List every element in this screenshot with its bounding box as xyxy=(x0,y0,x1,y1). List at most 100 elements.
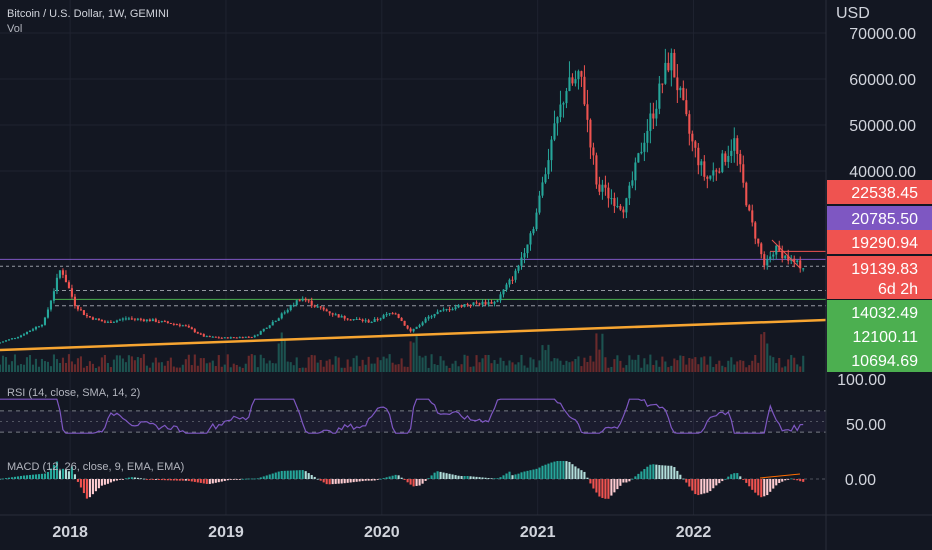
candle-body[interactable] xyxy=(178,324,181,326)
candle-body[interactable] xyxy=(520,257,523,266)
candle-body[interactable] xyxy=(550,139,553,161)
candle-body[interactable] xyxy=(286,310,289,313)
candle-body[interactable] xyxy=(502,289,505,295)
candle-body[interactable] xyxy=(757,238,760,244)
candle-body[interactable] xyxy=(583,76,586,105)
candle-body[interactable] xyxy=(679,87,682,91)
candle-body[interactable] xyxy=(400,317,403,321)
candle-body[interactable] xyxy=(652,113,655,119)
candle-body[interactable] xyxy=(700,161,703,166)
candle-body[interactable] xyxy=(634,162,637,181)
candle-body[interactable] xyxy=(226,337,229,339)
candle-body[interactable] xyxy=(568,77,571,92)
candle-body[interactable] xyxy=(151,319,154,322)
candle-body[interactable] xyxy=(295,300,298,305)
candle-body[interactable] xyxy=(289,305,292,311)
candle-body[interactable] xyxy=(373,319,376,323)
candle-body[interactable] xyxy=(556,117,559,124)
candle-body[interactable] xyxy=(94,318,97,320)
candle-body[interactable] xyxy=(19,335,23,338)
candle-body[interactable] xyxy=(685,100,688,115)
candle-body[interactable] xyxy=(7,339,11,341)
candle-body[interactable] xyxy=(565,91,568,104)
candle-body[interactable] xyxy=(631,180,634,186)
candle-body[interactable] xyxy=(472,302,475,306)
candle-body[interactable] xyxy=(553,123,556,140)
candle-body[interactable] xyxy=(58,270,61,278)
candle-body[interactable] xyxy=(274,320,277,322)
candle-body[interactable] xyxy=(736,138,739,154)
candle-body[interactable] xyxy=(79,309,82,311)
candle-body[interactable] xyxy=(271,321,274,326)
candle-body[interactable] xyxy=(442,309,445,311)
candle-body[interactable] xyxy=(193,329,196,333)
candle-body[interactable] xyxy=(544,174,547,183)
candle-body[interactable] xyxy=(745,182,748,206)
candle-body[interactable] xyxy=(775,245,778,255)
candle-body[interactable] xyxy=(727,155,730,162)
candle-body[interactable] xyxy=(388,313,391,315)
candle-body[interactable] xyxy=(325,309,328,312)
candle-body[interactable] xyxy=(640,151,643,154)
candle-body[interactable] xyxy=(259,331,262,335)
candle-body[interactable] xyxy=(61,270,64,275)
candle-body[interactable] xyxy=(781,250,784,259)
candle-body[interactable] xyxy=(667,62,670,71)
candle-body[interactable] xyxy=(64,274,67,283)
candle-body[interactable] xyxy=(220,337,223,339)
candle-body[interactable] xyxy=(52,291,55,301)
candle-body[interactable] xyxy=(466,304,469,306)
candle-body[interactable] xyxy=(526,244,529,254)
candle-body[interactable] xyxy=(208,336,211,338)
candle-body[interactable] xyxy=(385,314,388,316)
candle-body[interactable] xyxy=(721,153,724,172)
candle-body[interactable] xyxy=(409,328,412,332)
candle-body[interactable] xyxy=(235,337,238,339)
candle-body[interactable] xyxy=(433,314,436,317)
candle-body[interactable] xyxy=(142,319,145,321)
candle-body[interactable] xyxy=(301,298,304,301)
candle-body[interactable] xyxy=(493,301,496,304)
candle-body[interactable] xyxy=(307,300,310,302)
candle-body[interactable] xyxy=(148,319,151,322)
candle-body[interactable] xyxy=(547,160,550,175)
candle-body[interactable] xyxy=(88,316,91,318)
candle-body[interactable] xyxy=(310,300,313,306)
candle-body[interactable] xyxy=(73,296,76,306)
candle-body[interactable] xyxy=(154,319,157,322)
candle-body[interactable] xyxy=(586,104,589,120)
candle-body[interactable] xyxy=(103,321,106,323)
candle-body[interactable] xyxy=(139,318,142,320)
candle-body[interactable] xyxy=(529,233,532,245)
candle-body[interactable] xyxy=(277,318,280,321)
candle-body[interactable] xyxy=(232,337,235,339)
candle-body[interactable] xyxy=(802,268,805,270)
candle-body[interactable] xyxy=(406,325,409,329)
candle-body[interactable] xyxy=(229,337,232,339)
candle-body[interactable] xyxy=(343,315,346,319)
candle-body[interactable] xyxy=(784,255,787,259)
candle-body[interactable] xyxy=(469,304,472,306)
candle-body[interactable] xyxy=(610,198,613,200)
candle-body[interactable] xyxy=(670,52,673,71)
candle-body[interactable] xyxy=(97,318,100,321)
candle-body[interactable] xyxy=(160,321,163,323)
candle-body[interactable] xyxy=(253,335,256,338)
candle-body[interactable] xyxy=(283,312,286,314)
candle-body[interactable] xyxy=(346,318,349,320)
candle-body[interactable] xyxy=(391,313,394,315)
candle-body[interactable] xyxy=(619,205,622,210)
candle-body[interactable] xyxy=(37,326,41,328)
candle-body[interactable] xyxy=(424,318,427,323)
candle-body[interactable] xyxy=(628,185,631,199)
candle-body[interactable] xyxy=(412,328,415,332)
candle-body[interactable] xyxy=(322,307,325,310)
candle-body[interactable] xyxy=(13,337,17,339)
candle-body[interactable] xyxy=(238,337,241,339)
candle-body[interactable] xyxy=(265,327,268,329)
candle-body[interactable] xyxy=(205,336,208,338)
candle-body[interactable] xyxy=(349,319,352,321)
candle-body[interactable] xyxy=(112,321,115,323)
candle-body[interactable] xyxy=(28,330,32,332)
candle-body[interactable] xyxy=(256,334,259,336)
